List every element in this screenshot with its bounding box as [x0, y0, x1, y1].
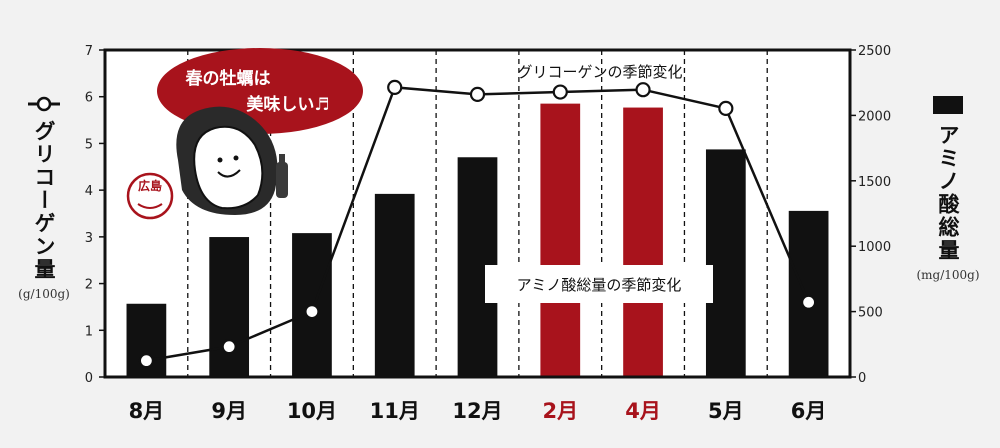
x-axis-ticks: 8月 9月 10月 11月 12月 2月 4月 5月 6月	[129, 399, 827, 423]
left-axis-unit: (g/100g)	[18, 287, 70, 301]
bars	[126, 103, 829, 378]
right-tick-label: 1500	[858, 175, 891, 190]
left-tick-label: 6	[85, 91, 93, 106]
bar	[788, 210, 829, 377]
right-tick-label: 2500	[858, 44, 891, 59]
plot-frame	[103, 48, 852, 379]
line-series-label: グリコーゲンの季節変化	[517, 63, 682, 81]
x-tick-label: 2月	[542, 399, 578, 423]
bar-legend-marker-icon	[933, 96, 963, 114]
line-points	[138, 79, 817, 369]
left-tick-label: 7	[85, 44, 93, 59]
left-axis-legend: グリコーゲン量 (g/100g)	[14, 96, 74, 301]
right-tick-label: 2000	[858, 109, 891, 124]
x-tick-label: 6月	[791, 399, 827, 423]
stamp-text: 広島	[138, 178, 162, 193]
right-axis-ticks: 0 500 1000 1500 2000 2500	[850, 44, 891, 386]
right-tick-label: 1000	[858, 240, 891, 255]
line-point	[718, 100, 734, 116]
x-tick-label: 12月	[452, 399, 502, 423]
left-tick-label: 5	[85, 137, 93, 152]
left-tick-label: 0	[85, 371, 93, 386]
oyster-mascot-icon	[176, 106, 288, 215]
line-point	[635, 82, 651, 98]
left-axis-ticks: 0 1 2 3 4 5 6 7	[85, 44, 105, 386]
bar	[209, 237, 250, 377]
x-tick-label: 4月	[625, 399, 661, 423]
bar	[705, 149, 746, 377]
bar-series-label: アミノ酸総量の季節変化	[517, 276, 682, 294]
line-point	[138, 353, 154, 369]
bar	[540, 103, 581, 378]
line-point	[387, 79, 403, 95]
line-point	[552, 84, 568, 100]
hiroshima-stamp: 広島	[126, 172, 174, 220]
x-tick-label: 8月	[129, 399, 165, 423]
left-tick-label: 2	[85, 278, 93, 293]
line-point	[469, 86, 486, 102]
right-tick-label: 500	[858, 306, 883, 321]
left-axis-label: グリコーゲン量	[32, 120, 56, 281]
line-point	[304, 304, 320, 320]
line-legend-marker-icon	[28, 96, 60, 112]
right-axis-legend: アミノ酸総量 (mg/100g)	[900, 96, 996, 282]
x-tick-label: 10月	[287, 399, 337, 423]
x-tick-label: 5月	[708, 399, 744, 423]
left-tick-label: 3	[85, 231, 93, 246]
bar	[374, 193, 415, 377]
left-tick-label: 1	[85, 324, 93, 339]
bubble-line-1: 春の牡蠣は	[186, 68, 271, 89]
x-tick-label: 11月	[370, 399, 420, 423]
bubble-line-2: 美味しい♬	[246, 94, 329, 115]
right-tick-label: 0	[858, 371, 866, 386]
x-tick-label: 9月	[211, 399, 247, 423]
left-tick-label: 4	[85, 184, 93, 199]
line-point	[801, 294, 817, 310]
bar-series-label-box: アミノ酸総量の季節変化	[485, 265, 713, 303]
right-axis-label: アミノ酸総量	[936, 124, 960, 262]
right-axis-unit: (mg/100g)	[916, 268, 980, 282]
line-point	[221, 339, 237, 355]
bar	[623, 107, 663, 377]
